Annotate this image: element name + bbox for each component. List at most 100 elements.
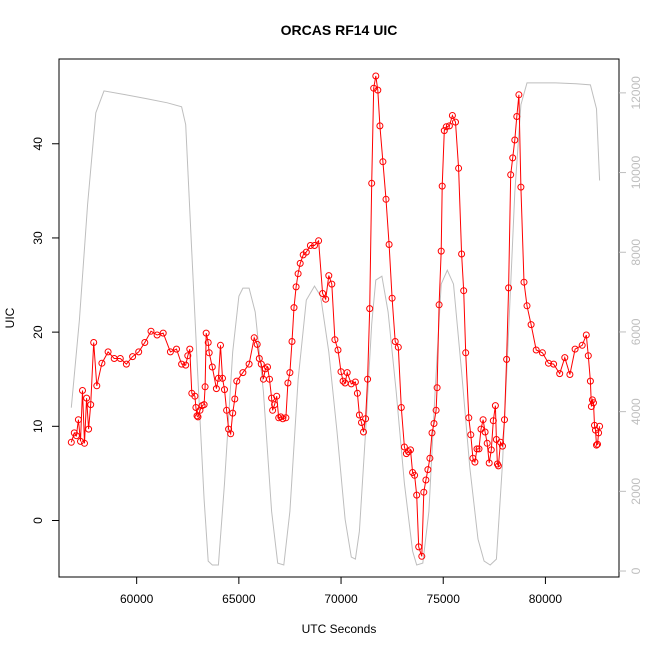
uic-data-point <box>219 374 226 382</box>
uic-data-point <box>426 454 434 462</box>
uic-data-point <box>407 446 414 454</box>
uic-data-point <box>458 250 466 258</box>
uic-data-point <box>430 420 438 427</box>
uic-data-point <box>83 394 91 402</box>
y-tick-label: 0 <box>31 517 45 524</box>
uic-data-point <box>513 113 521 120</box>
uic-data-point <box>331 336 339 344</box>
uic-data-point <box>503 355 511 363</box>
uic-data-point <box>72 432 80 440</box>
uic-data-point <box>428 429 436 437</box>
uic-data-point <box>98 359 106 367</box>
uic-data-point <box>264 363 271 371</box>
uic-data-point <box>362 415 370 423</box>
uic-data-point <box>593 441 600 449</box>
uic-data-point <box>93 382 101 390</box>
y-tick-label: 10 <box>31 419 45 433</box>
uic-data-point <box>473 445 481 453</box>
uic-data-point <box>515 91 523 99</box>
x-tick-label: 70000 <box>324 592 358 606</box>
uic-data-point <box>306 242 314 249</box>
uic-data-point <box>87 401 95 409</box>
uic-data-point <box>334 346 342 354</box>
uic-data-point <box>208 363 216 371</box>
uic-data-point <box>499 442 506 450</box>
uic-data-point <box>571 345 579 353</box>
uic-data-point <box>104 348 112 356</box>
y2-tick-label: 6000 <box>629 318 643 345</box>
y-axis-right: 0 2000 4000 6000 8000 10000 12000 <box>619 76 643 574</box>
uic-data-point <box>147 327 155 335</box>
uic-data-point <box>372 72 380 80</box>
uic-data-point <box>448 112 456 119</box>
y2-tick-label: 12000 <box>629 76 643 110</box>
uic-data-point <box>282 414 290 422</box>
y-axis-label: UIC <box>3 307 17 328</box>
uic-data-point <box>288 338 296 345</box>
uic-data-point <box>582 331 590 339</box>
x-tick-label: 65000 <box>222 592 256 606</box>
uic-data-point <box>233 377 241 385</box>
uic-data-point <box>302 248 310 256</box>
uic-data-point <box>74 416 82 424</box>
x-tick-label: 75000 <box>427 592 461 606</box>
uic-data-point <box>370 84 378 92</box>
uic-data-point <box>527 321 535 329</box>
uic-data-point <box>545 359 552 367</box>
y-tick-label: 30 <box>31 231 45 245</box>
uic-data-point <box>432 406 440 414</box>
uic-data-point <box>202 329 210 337</box>
uic-data-point <box>538 349 546 357</box>
y2-tick-label: 4000 <box>629 398 643 425</box>
uic-data-point <box>245 360 253 368</box>
uic-data-point <box>465 414 473 422</box>
uic-data-point <box>200 401 208 409</box>
uic-data-point <box>273 392 281 400</box>
uic-data-point <box>561 354 569 362</box>
uic-data-point <box>405 448 412 456</box>
uic-data-point <box>455 164 463 172</box>
uic-data-point <box>366 305 374 313</box>
uic-data-point <box>418 552 426 560</box>
uic-data-point <box>505 284 513 292</box>
y2-tick-label: 0 <box>629 567 643 574</box>
uic-data-point <box>231 395 239 403</box>
uic-data-point <box>194 413 202 421</box>
uic-data-point <box>479 416 487 424</box>
uic-data-point <box>440 127 448 135</box>
uic-data-point <box>339 377 347 385</box>
uic-data-point <box>507 171 515 179</box>
uic-data-point <box>433 384 441 392</box>
uic-data-point <box>578 341 586 349</box>
uic-data-point <box>355 411 363 419</box>
uic-data-point <box>413 491 421 499</box>
uic-data-point <box>438 182 446 190</box>
uic-data-point <box>556 370 564 378</box>
uic-data-point <box>166 348 174 356</box>
uic-data-point <box>394 343 402 351</box>
uic-data-point <box>595 429 603 437</box>
uic-data-point <box>311 242 318 249</box>
uic-data-point <box>485 459 493 467</box>
uic-data-point <box>584 352 592 360</box>
uic-data-point <box>382 195 390 203</box>
uic-data-point <box>325 272 333 280</box>
uic-data-point <box>186 345 194 353</box>
uic-data-point <box>586 377 594 385</box>
uic-data-point <box>122 360 130 368</box>
uic-data-point <box>437 247 445 255</box>
uic-data-point <box>491 402 499 410</box>
uic-data-point <box>353 389 361 397</box>
uic-data-point <box>193 412 201 420</box>
uic-data-point <box>328 280 336 288</box>
uic-data-point <box>90 339 98 346</box>
uic-data-point <box>385 241 393 248</box>
uic-series-line <box>70 75 601 557</box>
uic-data-point <box>358 419 365 426</box>
uic-data-point <box>217 341 224 349</box>
uic-data-point <box>501 416 508 424</box>
chart-title: ORCAS RF14 UIC <box>281 22 398 38</box>
uic-data-point <box>422 476 430 484</box>
uic-data-point <box>467 431 475 439</box>
uic-data-point <box>415 543 423 551</box>
